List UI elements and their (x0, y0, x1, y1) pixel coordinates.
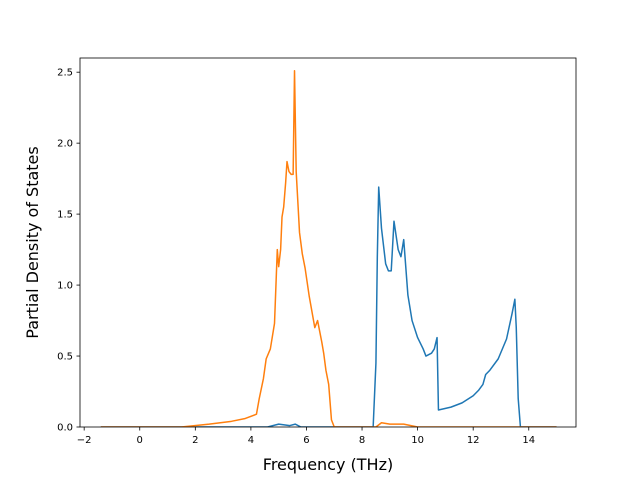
y-tick-label: 2.5 (57, 68, 73, 79)
series-line-2 (100, 70, 557, 427)
x-tick-label: 14 (522, 435, 535, 446)
y-axis-title: Partial Density of States (23, 146, 42, 338)
y-tick-label: 1.0 (57, 281, 73, 292)
y-axis: 0.0 0.5 1.0 1.5 2.0 2.5 (57, 68, 80, 434)
x-tick-label: 10 (411, 435, 424, 446)
series-layer (100, 70, 557, 427)
x-tick-label: −2 (77, 435, 92, 446)
x-axis: −2 0 2 4 6 8 10 12 14 (77, 427, 535, 446)
plot-area (79, 57, 577, 428)
x-tick-label: 8 (359, 435, 365, 446)
x-axis-title: Frequency (THz) (263, 455, 393, 474)
y-tick-label: 0.5 (57, 352, 73, 363)
series-line-1 (100, 186, 557, 427)
x-tick-label: 4 (248, 435, 254, 446)
x-tick-label: 2 (192, 435, 198, 446)
y-tick-label: 0.0 (57, 423, 73, 434)
y-tick-label: 1.5 (57, 210, 73, 221)
axes-frame (79, 57, 577, 428)
x-tick-label: 6 (303, 435, 309, 446)
y-tick-label: 2.0 (57, 139, 73, 150)
x-tick-label: 12 (467, 435, 480, 446)
x-tick-label: 0 (137, 435, 143, 446)
